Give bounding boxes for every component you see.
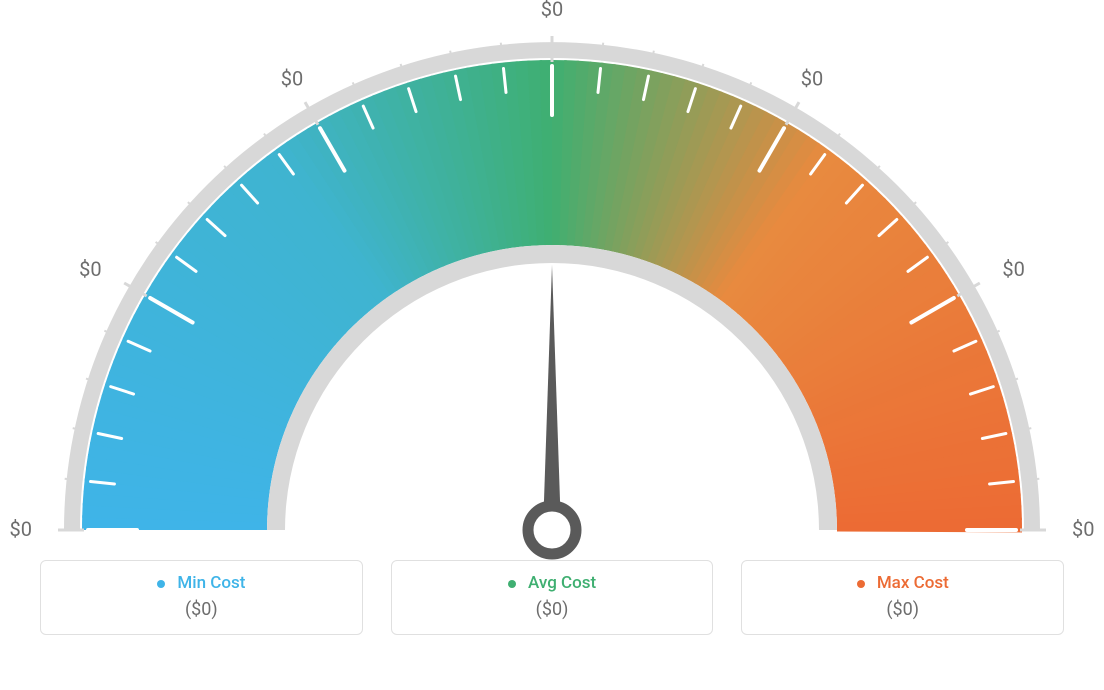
legend-box-min: Min Cost ($0) — [40, 560, 363, 635]
svg-text:$0: $0 — [1072, 517, 1094, 541]
gauge-chart: $0 $0 $0 $0 $0 $0 $0 — [0, 0, 1104, 560]
svg-text:$0: $0 — [1002, 257, 1024, 281]
legend-label-text: Max Cost — [877, 573, 949, 593]
legend-dot-min — [157, 580, 165, 588]
legend-row: Min Cost ($0) Avg Cost ($0) Max Cost ($0… — [0, 560, 1104, 635]
legend-value-avg: ($0) — [408, 599, 697, 620]
svg-text:$0: $0 — [10, 517, 32, 541]
legend-label-line: Max Cost — [758, 573, 1047, 593]
cost-gauge-container: $0 $0 $0 $0 $0 $0 $0 Min Cost ($0) Avg Cost ($… — [0, 0, 1104, 690]
svg-text:$0: $0 — [79, 257, 101, 281]
legend-value-max: ($0) — [758, 599, 1047, 620]
legend-label-line: Avg Cost — [408, 573, 697, 593]
legend-box-max: Max Cost ($0) — [741, 560, 1064, 635]
legend-box-avg: Avg Cost ($0) — [391, 560, 714, 635]
legend-label-text: Min Cost — [177, 573, 245, 593]
legend-label-text: Avg Cost — [528, 573, 596, 593]
legend-value-min: ($0) — [57, 599, 346, 620]
legend-dot-avg — [508, 580, 516, 588]
legend-dot-max — [857, 580, 865, 588]
svg-text:$0: $0 — [281, 67, 303, 91]
svg-text:$0: $0 — [801, 67, 823, 91]
legend-label-line: Min Cost — [57, 573, 346, 593]
svg-text:$0: $0 — [541, 0, 563, 21]
